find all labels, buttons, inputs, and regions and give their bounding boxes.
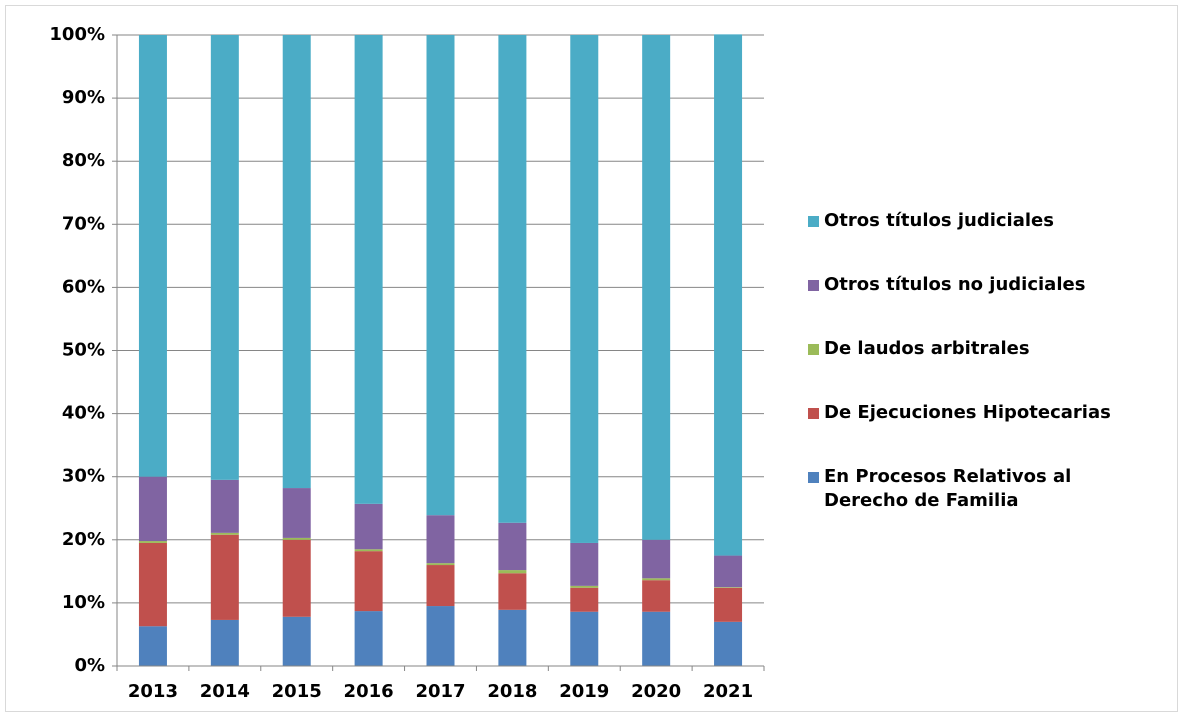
bar-segment [570, 542, 599, 586]
bar-segment [282, 488, 311, 538]
bar-segment [498, 35, 527, 523]
bar-segment [354, 549, 383, 552]
bar-segment [138, 541, 167, 543]
bar-segment [282, 537, 311, 540]
legend-entry: De Ejecuciones Hipotecarias [808, 401, 1158, 425]
bar-segment [714, 621, 743, 666]
bar-segment [210, 479, 239, 533]
bar-segment [138, 35, 167, 477]
legend-label: De Ejecuciones Hipotecarias [824, 402, 1111, 423]
legend-swatch [808, 216, 819, 227]
bar-segment [498, 570, 527, 574]
bar-segment [210, 619, 239, 666]
chart-border [5, 5, 1178, 712]
legend-entry: Otros títulos no judiciales [808, 273, 1158, 297]
bar-segment [354, 35, 383, 504]
bar-segment [498, 609, 527, 666]
legend-entry: De laudos arbitrales [808, 337, 1158, 361]
x-tick-label: 2015 [272, 681, 322, 702]
bar-segment [426, 35, 455, 516]
y-tick-label: 70% [62, 213, 105, 234]
bar-segment [282, 35, 311, 489]
bar-segment [642, 580, 671, 612]
y-tick-label: 40% [62, 403, 105, 424]
bar-segment [138, 542, 167, 627]
y-tick-label: 30% [62, 466, 105, 487]
x-tick-label: 2017 [415, 681, 465, 702]
y-tick-label: 90% [62, 87, 105, 108]
legend-swatch [808, 408, 819, 419]
legend-swatch [808, 472, 819, 483]
x-tick-label: 2013 [128, 681, 178, 702]
bar-segment [426, 515, 455, 564]
bar-segment [714, 587, 743, 622]
y-tick-label: 0% [74, 655, 105, 676]
y-tick-label: 80% [62, 150, 105, 171]
legend-swatch [808, 280, 819, 291]
bar-segment [282, 539, 311, 617]
x-tick-label: 2018 [487, 681, 537, 702]
bar-segment [498, 522, 527, 571]
bar-segment [354, 551, 383, 612]
y-tick-label: 50% [62, 340, 105, 361]
bar-segment [426, 563, 455, 566]
bar-segment [498, 573, 527, 610]
y-tick-label: 100% [49, 24, 105, 45]
bar-segment [210, 532, 239, 535]
bar-segment [570, 611, 599, 666]
bar-segment [642, 539, 671, 579]
legend-swatch [808, 344, 819, 355]
legend-label: En Procesos Relativos al Derecho de Fami… [824, 466, 1072, 511]
legend-label: De laudos arbitrales [824, 338, 1030, 359]
legend-label: Otros títulos no judiciales [824, 274, 1086, 295]
bar-segment [426, 606, 455, 666]
bar-segment [354, 611, 383, 666]
bar-segment [138, 626, 167, 666]
bar-segment [570, 585, 599, 588]
bar-segment [210, 35, 239, 480]
bar-segment [138, 476, 167, 542]
bar-segment [426, 565, 455, 607]
x-tick-label: 2019 [559, 681, 609, 702]
bar-segment [642, 611, 671, 666]
x-tick-label: 2020 [631, 681, 681, 702]
bar-segment [642, 578, 671, 581]
bar-segment [642, 35, 671, 540]
bar-segment [714, 587, 743, 588]
y-tick-label: 10% [62, 592, 105, 613]
legend-entry: Otros títulos judiciales [808, 209, 1158, 233]
legend-entry: En Procesos Relativos al Derecho de Fami… [808, 465, 1158, 513]
bar-segment [570, 35, 599, 543]
bar-segment [714, 555, 743, 588]
x-tick-label: 2021 [703, 681, 753, 702]
bar-segment [210, 534, 239, 620]
bar-segment [354, 503, 383, 550]
x-tick-label: 2016 [344, 681, 394, 702]
bar-segment [570, 587, 599, 612]
y-tick-label: 20% [62, 529, 105, 550]
legend-label: Otros títulos judiciales [824, 210, 1054, 231]
bar-segment [714, 34, 743, 556]
bar-segment [282, 616, 311, 666]
x-tick-label: 2014 [200, 681, 250, 702]
y-tick-label: 60% [62, 276, 105, 297]
